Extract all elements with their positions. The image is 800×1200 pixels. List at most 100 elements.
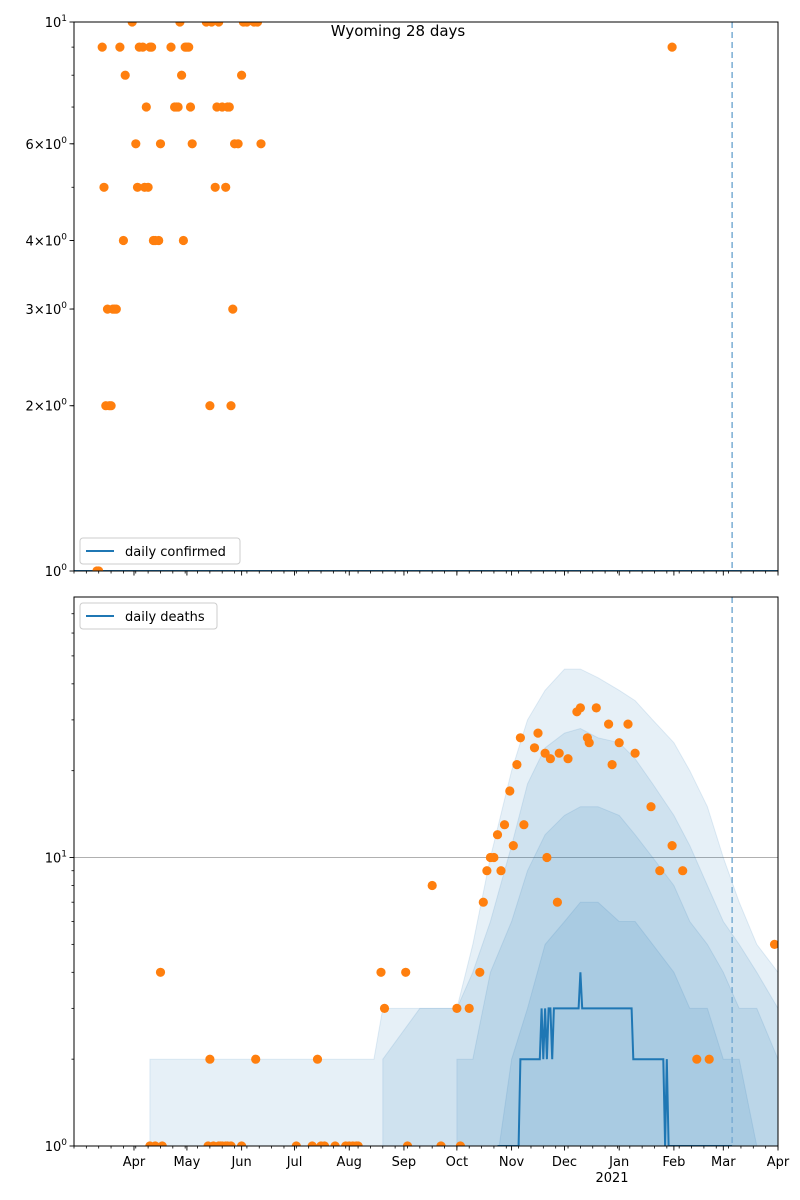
data-point [508, 841, 518, 851]
data-point [455, 1141, 465, 1146]
data-point [154, 235, 164, 246]
data-point [607, 760, 617, 770]
data-point [492, 830, 503, 840]
data-point [584, 738, 594, 748]
data-point [143, 182, 153, 192]
data-point [427, 880, 437, 891]
legend-box [79, 602, 218, 630]
data-point [452, 1003, 462, 1014]
data-point [256, 139, 266, 149]
data-point [533, 728, 543, 738]
data-point [106, 401, 116, 411]
y-tick-label: 2×100 [26, 398, 68, 415]
data-point [499, 820, 510, 830]
legend-label: daily deaths [125, 610, 205, 625]
data-point [251, 1054, 261, 1064]
deaths-y-axis: 100 101 [45, 613, 74, 1155]
confirmed-data-layer [74, 22, 778, 571]
data-point [252, 22, 263, 27]
data-point [178, 235, 188, 246]
data-point [184, 42, 194, 52]
data-point [99, 182, 109, 192]
y-tick-label: 4×100 [26, 232, 68, 249]
data-point [224, 102, 234, 112]
y-tick-label: 100 [45, 1138, 68, 1155]
data-point [166, 42, 176, 52]
x-tick-label: May [173, 1155, 200, 1170]
x-tick-label: Mar [711, 1155, 736, 1170]
y-tick-label: 101 [45, 850, 67, 867]
data-point [94, 566, 104, 571]
x-tick-label: Oct [446, 1155, 468, 1170]
data-point [233, 139, 243, 149]
data-point [185, 102, 196, 112]
deaths-legend: daily deaths [79, 602, 218, 630]
confidence-band [149, 668, 778, 1146]
data-point [464, 1003, 474, 1014]
confirmed-panel: 100 2×100 3×100 4×100 6×100 101 Wyoming 28 da… [26, 14, 779, 580]
data-point [111, 304, 121, 314]
data-point [667, 841, 677, 851]
data-point [379, 1003, 390, 1014]
data-point [678, 866, 688, 876]
data-point [482, 866, 492, 876]
data-point [131, 139, 141, 149]
confirmed-x-axis [73, 571, 779, 576]
data-point [604, 719, 614, 729]
x-tick-label: Nov [499, 1155, 525, 1170]
data-point [330, 1141, 340, 1146]
data-point [214, 22, 224, 27]
data-point [692, 1054, 702, 1064]
data-point [141, 102, 151, 112]
data-point [120, 70, 130, 80]
data-point [554, 748, 564, 758]
data-point [221, 182, 231, 192]
data-point [402, 1141, 413, 1146]
series-line-daily-deaths [497, 972, 733, 1146]
data-point [237, 70, 247, 80]
y-tick-label: 100 [45, 563, 68, 580]
data-point [478, 897, 488, 907]
confidence-band [382, 727, 778, 1146]
y-tick-label: 101 [45, 14, 67, 31]
deaths-data-layer [74, 597, 778, 1146]
data-point [542, 852, 552, 863]
x-year-label: 2021 [595, 1171, 628, 1186]
x-tick-label: Jan [608, 1155, 629, 1170]
data-point [226, 1141, 236, 1146]
legend-label: daily confirmed [125, 545, 226, 560]
data-point [205, 401, 215, 411]
data-point [563, 754, 573, 764]
data-point [667, 42, 677, 52]
data-point [118, 235, 128, 246]
data-point [226, 401, 236, 411]
data-point [177, 70, 187, 80]
deaths-plot-frame [73, 596, 779, 1147]
data-point [401, 967, 411, 977]
data-point [228, 304, 238, 314]
data-point [115, 42, 125, 52]
data-point [175, 22, 185, 27]
data-point [97, 42, 107, 52]
data-point [646, 802, 656, 812]
data-point [237, 1141, 247, 1146]
data-point [150, 1141, 160, 1146]
data-point [157, 1141, 167, 1146]
x-tick-label: Apr [123, 1155, 146, 1170]
data-point [319, 1141, 330, 1146]
confirmed-plot-area [74, 22, 778, 571]
x-tick-label: Apr [767, 1155, 790, 1170]
data-point [173, 102, 183, 112]
x-tick-label: Aug [337, 1155, 362, 1170]
data-point [147, 42, 157, 52]
data-point [242, 22, 252, 27]
data-point [591, 703, 601, 713]
data-point [575, 703, 586, 713]
data-point [519, 820, 529, 830]
data-point [496, 866, 506, 876]
data-point [291, 1141, 301, 1146]
x-tick-label: Feb [662, 1155, 685, 1170]
clipped-layer [74, 22, 778, 571]
confidence-band [498, 901, 778, 1146]
data-point [552, 897, 563, 907]
